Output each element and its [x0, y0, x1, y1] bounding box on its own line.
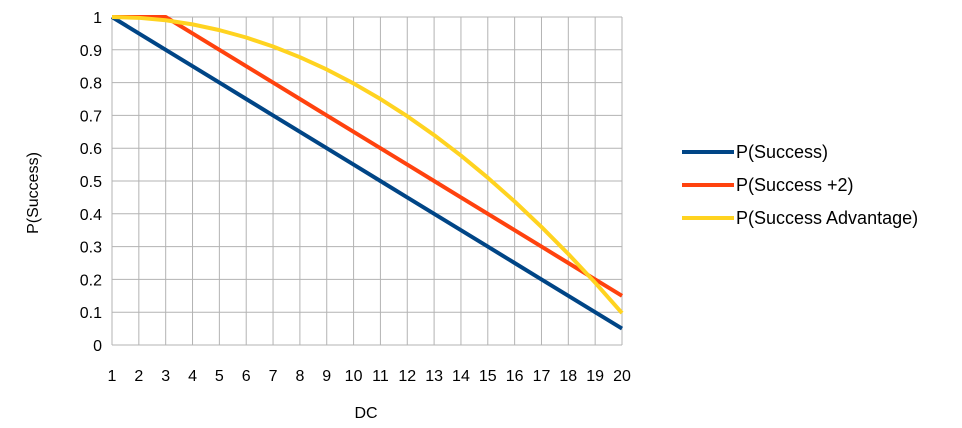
x-tick-label: 6 — [242, 368, 251, 385]
x-tick-label: 13 — [425, 368, 443, 385]
x-tick-label: 5 — [215, 368, 224, 385]
y-tick-label: 0.4 — [80, 207, 102, 224]
x-tick-label: 11 — [372, 368, 389, 385]
x-tick-label: 9 — [322, 368, 331, 385]
series-lines — [110, 15, 624, 331]
series-line-3 — [111, 15, 624, 315]
x-tick-label: 1 — [108, 368, 117, 385]
x-tick-label: 19 — [586, 368, 604, 385]
series-line-2 — [112, 15, 624, 298]
y-tick-label: 0.1 — [80, 305, 102, 322]
x-tick-label: 3 — [161, 368, 170, 385]
x-axis-title: DC — [354, 405, 377, 422]
y-axis-ticks: 0 0.1 0.2 0.3 0.4 0.5 0.6 0.7 0.8 0.9 1 — [80, 10, 102, 355]
legend-label: P(Success +2) — [736, 175, 854, 195]
x-tick-label: 2 — [134, 368, 143, 385]
x-tick-label: 4 — [188, 368, 197, 385]
x-tick-label: 14 — [452, 368, 470, 385]
x-tick-label: 7 — [269, 368, 278, 385]
y-tick-label: 0.9 — [80, 43, 102, 60]
y-tick-label: 0.2 — [80, 272, 102, 289]
y-axis-title: P(Success) — [25, 152, 42, 234]
legend-label: P(Success Advantage) — [736, 208, 918, 228]
x-tick-label: 12 — [398, 368, 416, 385]
y-tick-label: 0.3 — [80, 240, 102, 257]
y-tick-label: 0.7 — [80, 108, 102, 125]
legend: P(Success) P(Success +2) P(Success Advanta… — [682, 142, 918, 228]
y-tick-label: 1 — [93, 10, 102, 27]
grid — [111, 16, 623, 346]
x-tick-label: 20 — [613, 368, 631, 385]
x-tick-label: 18 — [559, 368, 577, 385]
x-tick-label: 17 — [533, 368, 551, 385]
x-axis-ticks: 1 2 3 4 5 6 7 8 9 10 11 12 13 14 15 16 17 18 19 20 — [108, 368, 631, 385]
y-tick-label: 0.6 — [80, 141, 102, 158]
x-tick-label: 16 — [506, 368, 524, 385]
x-tick-label: 15 — [479, 368, 497, 385]
series-line-1 — [110, 15, 624, 331]
x-tick-label: 8 — [295, 368, 304, 385]
y-tick-label: 0 — [93, 338, 102, 355]
x-tick-label: 10 — [345, 368, 363, 385]
y-tick-label: 0.5 — [80, 174, 102, 191]
y-tick-label: 0.8 — [80, 76, 102, 93]
legend-label: P(Success) — [736, 142, 828, 162]
